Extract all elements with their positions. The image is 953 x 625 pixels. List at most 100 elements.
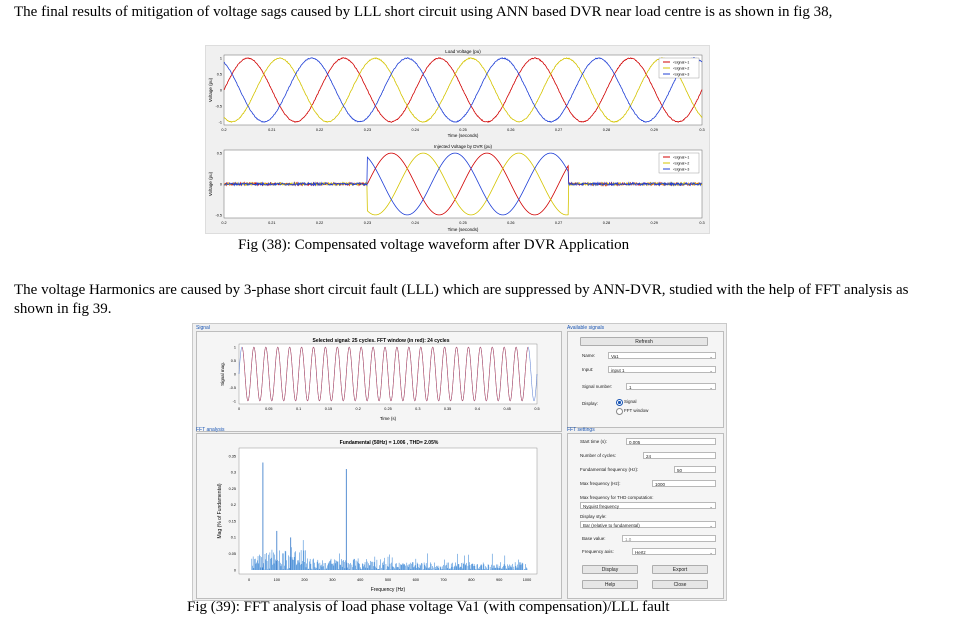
fft-bar (487, 564, 489, 570)
fft-bar (341, 566, 343, 570)
fft-bar (269, 552, 271, 570)
fft-bar (510, 566, 511, 570)
fft-bar (334, 563, 336, 570)
fft-bar (471, 563, 473, 570)
input-select[interactable]: input 1 ⌄ (608, 366, 716, 373)
fft-bar (333, 565, 335, 570)
start-time-input[interactable]: 0.005 (626, 438, 716, 445)
fft-bar (252, 556, 254, 570)
signal-number-label: Signal number: (582, 384, 613, 389)
input-value: input 1 (611, 368, 625, 373)
fft-bar (281, 564, 282, 570)
fft-bar (434, 562, 435, 570)
fft-bar (288, 555, 289, 570)
fft-bar (484, 569, 485, 570)
fft-bar (357, 561, 358, 570)
fft-bar (369, 565, 371, 570)
fft-bar (418, 568, 420, 570)
fft-bar (503, 564, 505, 570)
fft-bar (443, 564, 444, 570)
refresh-button[interactable]: Refresh (580, 337, 708, 346)
export-button[interactable]: Export (652, 565, 708, 574)
fft-bar (478, 569, 480, 570)
fft-bar (318, 568, 320, 570)
fft-bar (446, 564, 447, 570)
fft-bar (522, 563, 524, 570)
base-input[interactable]: 1.0 (622, 535, 716, 542)
fft-bar (268, 554, 269, 570)
fft-bar (418, 567, 419, 570)
fft-bar (432, 566, 433, 570)
fig38-bottom-xtick-label: 0.22 (316, 221, 323, 225)
signal-plot-title: Selected signal: 25 cycles. FFT window (… (313, 338, 450, 344)
available-signals-group: Refresh Name: Va1 ⌄ Input: input 1 ⌄ Signa… (567, 331, 724, 428)
fft-xtick-label: 900 (496, 578, 502, 582)
fft-bar (380, 559, 381, 570)
display-button[interactable]: Display (582, 565, 638, 574)
fft-bar (449, 568, 451, 570)
fft-xtick-label: 800 (468, 578, 474, 582)
chevron-down-icon: ⌄ (709, 504, 713, 509)
help-button[interactable]: Help (582, 580, 638, 589)
fft-bar (409, 562, 411, 570)
signal-ytick-label: -1 (233, 399, 236, 403)
style-select[interactable]: Bar (relative to fundamental) ⌄ (580, 521, 716, 528)
fft-bar (416, 567, 417, 570)
fig38-top-xtick-label: 0.3 (699, 128, 704, 132)
fund-label: Fundamental frequency (Hz): (580, 467, 639, 472)
fft-peak-bar (262, 462, 264, 570)
fft-bar (259, 555, 261, 570)
maxf-label: Max frequency (Hz): (580, 481, 621, 486)
load-voltage-3-line (223, 57, 703, 123)
fft-window-line (241, 346, 529, 402)
signal-xtick-label: 0.05 (265, 407, 272, 411)
axis-select[interactable]: Hertz ⌄ (632, 548, 716, 555)
maxf-input[interactable]: 1000 (652, 480, 716, 487)
thd-select[interactable]: Nyquist frequency ⌄ (580, 502, 716, 509)
fft-bar (274, 554, 276, 570)
signal-number-select[interactable]: 1 ⌄ (626, 383, 716, 390)
fft-bar (454, 565, 456, 570)
cycles-input[interactable]: 24 (643, 452, 716, 459)
fund-input[interactable]: 50 (674, 466, 716, 473)
start-time-label: Start time (s): (580, 439, 608, 444)
fft-bar (489, 566, 491, 570)
fft-bar (302, 540, 304, 570)
fig38-top-ytick-label: -0.5 (215, 104, 222, 108)
name-select[interactable]: Va1 ⌄ (608, 352, 716, 359)
fft-bar (357, 558, 359, 570)
radio-fft-window[interactable] (616, 408, 623, 415)
fig38-top-xtick-label: 0.23 (364, 128, 371, 132)
fft-bar (412, 562, 414, 570)
close-button[interactable]: Close (652, 580, 708, 589)
fft-xtick-label: 100 (274, 578, 280, 582)
fft-bar (503, 565, 504, 570)
signal-ytick-label: 0 (234, 372, 236, 376)
fft-bar (448, 562, 449, 570)
fft-bar (464, 555, 465, 570)
fft-bar (314, 562, 315, 570)
fft-bar (437, 566, 438, 570)
signal-ylabel: Signal mag. (220, 362, 225, 386)
fft-peak-bar (290, 537, 292, 570)
fft-bar (270, 558, 271, 570)
signal-yticks: 1 0.5 0 -0.5 -1 (229, 345, 236, 403)
fig38-top-xtick-label: 0.24 (412, 128, 419, 132)
radio-signal[interactable] (616, 399, 623, 406)
fig39-caption: Fig (39): FFT analysis of load phase vol… (187, 599, 670, 615)
name-value: Va1 (611, 354, 619, 359)
fft-bar (488, 564, 490, 570)
fft-bar (261, 557, 262, 570)
fft-bar (387, 556, 389, 570)
fft-bar (284, 565, 285, 570)
fft-ytick-label: 0.35 (229, 454, 236, 458)
fft-bar (267, 569, 269, 570)
fft-bar (450, 568, 451, 570)
fft-bar (411, 563, 412, 570)
fft-bar (486, 567, 487, 570)
fft-bar (306, 563, 307, 570)
fft-bar (421, 562, 422, 570)
fft-bar (342, 560, 344, 570)
fft-bar (343, 561, 345, 570)
signal-ytick-label: 1 (234, 345, 236, 349)
